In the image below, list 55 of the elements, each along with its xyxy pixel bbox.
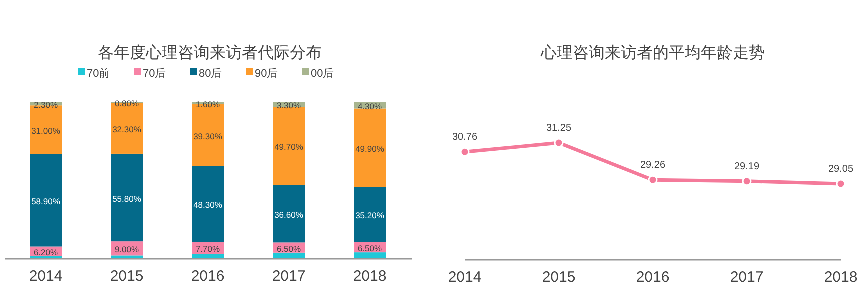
data-label: 55.80% — [112, 194, 142, 204]
point — [742, 176, 752, 186]
x-tick-label: 2014 — [29, 268, 63, 285]
data-label: 31.00% — [32, 126, 61, 136]
bar — [354, 252, 386, 259]
x-tick-label: 2016 — [636, 269, 670, 286]
bar — [30, 154, 62, 247]
chart-title: 各年度心理咨询来访者代际分布 — [98, 44, 322, 62]
data-label: 29.05 — [828, 164, 854, 175]
data-label: 4.30% — [358, 101, 382, 112]
data-label: 31.25 — [546, 123, 572, 134]
point — [554, 138, 564, 148]
bar — [111, 256, 143, 259]
legend-label: 90后 — [255, 67, 278, 80]
data-label: 30.76 — [452, 132, 478, 144]
data-label: 1.60% — [196, 99, 220, 110]
data-label: 7.70% — [196, 244, 220, 254]
data-label: 32.30% — [112, 124, 142, 135]
data-label: 29.26 — [640, 160, 666, 172]
data-label: 58.90% — [32, 196, 61, 207]
legend-label: 70前 — [87, 68, 110, 80]
data-label: 49.70% — [274, 142, 304, 152]
data-label: 49.90% — [356, 144, 385, 154]
x-tick-label: 2015 — [542, 269, 576, 286]
data-label: 9.00% — [114, 244, 140, 255]
x-tick-label: 2018 — [824, 269, 858, 286]
chart-title: 心理咨询来访者的平均年龄走势 — [540, 44, 765, 62]
data-label: 6.50% — [358, 243, 382, 254]
bar — [273, 107, 305, 186]
bar — [192, 166, 224, 242]
point — [836, 179, 846, 189]
x-tick-label: 2014 — [448, 269, 482, 286]
legend-label: 80后 — [199, 67, 222, 80]
x-tick-label: 2015 — [110, 268, 144, 285]
data-label: 6.20% — [34, 248, 58, 258]
legend-label: 70后 — [143, 67, 166, 80]
data-label: 35.20% — [356, 210, 385, 221]
bar — [354, 187, 386, 242]
data-label: 39.30% — [194, 131, 223, 142]
data-label: 29.19 — [734, 161, 760, 172]
bar — [273, 252, 305, 259]
bar — [273, 185, 305, 243]
bar — [192, 254, 224, 259]
point — [648, 175, 658, 185]
x-tick-label: 2017 — [272, 268, 306, 285]
x-tick-label: 2018 — [353, 268, 387, 285]
data-label: 6.50% — [276, 244, 302, 254]
legend-label: 00后 — [311, 67, 334, 80]
data-label: 48.30% — [194, 200, 223, 210]
bar — [354, 108, 386, 188]
bar — [111, 154, 143, 242]
data-label: 36.60% — [274, 210, 304, 220]
x-tick-label: 2016 — [191, 268, 225, 285]
point — [460, 147, 470, 157]
x-tick-label: 2017 — [730, 269, 764, 286]
